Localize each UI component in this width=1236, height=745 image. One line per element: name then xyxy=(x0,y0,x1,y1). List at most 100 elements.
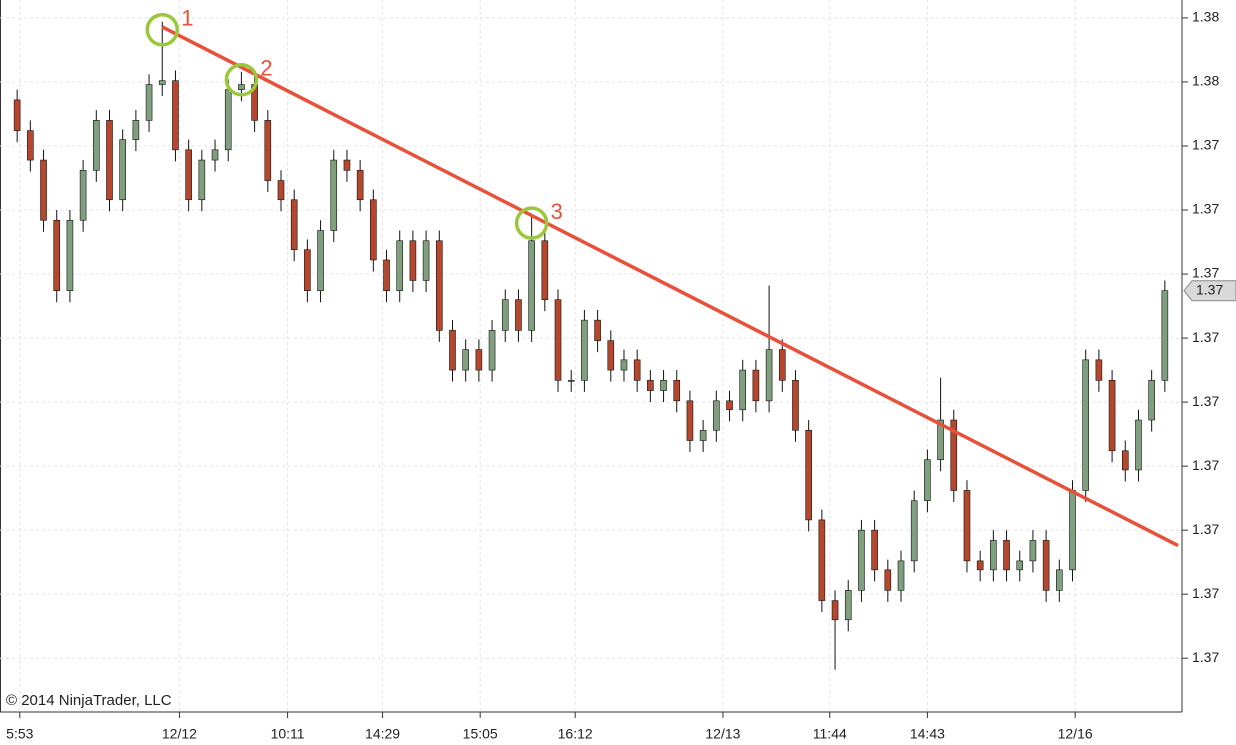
x-tick-label: 11:44 xyxy=(813,726,847,742)
candle-body xyxy=(567,380,575,382)
candle-body xyxy=(449,330,456,371)
candle-body xyxy=(106,120,113,201)
candle-body xyxy=(383,259,390,291)
candle-body xyxy=(224,89,232,151)
candle-body xyxy=(607,340,615,371)
candle-body xyxy=(515,299,522,331)
y-tick-label: 1.37 xyxy=(1192,393,1219,409)
candle-body xyxy=(1148,380,1155,421)
candle-body xyxy=(660,380,667,391)
candle-body xyxy=(172,80,179,151)
candle-body xyxy=(501,299,509,331)
candle-body xyxy=(422,240,430,281)
candle-body xyxy=(633,359,641,381)
x-tick-label: 12/16 xyxy=(1058,726,1093,742)
candle-body xyxy=(528,240,535,331)
x-tick-label: 15:05 xyxy=(463,726,498,742)
candle-body xyxy=(910,500,918,562)
candle-body xyxy=(79,170,87,221)
candle-body xyxy=(198,159,206,201)
candle-body xyxy=(792,380,799,431)
candle-body xyxy=(27,130,34,161)
candle-body xyxy=(1082,359,1089,491)
candle-body xyxy=(1016,560,1024,571)
candle-body xyxy=(132,120,140,140)
candle-body xyxy=(1042,540,1050,591)
candle-body xyxy=(858,529,865,591)
candle-body xyxy=(884,569,892,591)
candle-body xyxy=(594,319,601,341)
touch-label: 3 xyxy=(551,199,563,224)
y-tick-label: 1.37 xyxy=(1192,329,1219,345)
candle-body xyxy=(739,369,747,411)
candle-body xyxy=(66,219,74,291)
touch-label: 1 xyxy=(181,6,193,31)
candle-body xyxy=(1121,450,1129,471)
candle-body xyxy=(976,560,984,571)
candle-body xyxy=(475,349,483,371)
candle-body xyxy=(488,330,496,371)
x-tick-label: 14:43 xyxy=(910,726,945,742)
candle-body xyxy=(581,319,588,381)
candle-body xyxy=(1029,540,1037,562)
last-price-marker xyxy=(1183,280,1236,302)
candle-body xyxy=(93,120,100,171)
last-price-label: 1.37 xyxy=(1196,281,1223,297)
candle-body xyxy=(185,149,192,201)
candle-body xyxy=(435,240,443,331)
candle-body xyxy=(145,84,153,121)
candle-body xyxy=(778,349,786,381)
candle-body xyxy=(1069,490,1076,571)
touch-circle xyxy=(224,62,259,97)
candle-body xyxy=(1003,540,1010,571)
y-tick-label: 1.37 xyxy=(1192,201,1219,217)
candle-body xyxy=(370,199,377,261)
candle-body xyxy=(937,419,944,461)
candle-body xyxy=(304,249,311,291)
candle-body xyxy=(752,369,760,402)
candle-body xyxy=(277,180,285,201)
candle-body xyxy=(264,120,272,181)
candle-body xyxy=(330,159,338,231)
touch-circle xyxy=(514,206,549,240)
y-tick-label: 1.37 xyxy=(1192,265,1219,281)
candle-body xyxy=(924,459,931,502)
candle-body xyxy=(699,429,707,441)
candle-body xyxy=(409,240,417,281)
x-tick-label: 12/12 xyxy=(162,726,197,742)
candle-body xyxy=(673,380,681,402)
copyright: © 2014 NinjaTrader, LLC xyxy=(6,692,172,709)
candle-body xyxy=(343,159,351,171)
x-tick-label: 5:53 xyxy=(6,726,33,742)
candle-body xyxy=(897,560,905,591)
candle-body xyxy=(554,299,562,381)
touch-circle xyxy=(145,13,180,47)
candle-body xyxy=(356,170,364,201)
candle-body xyxy=(290,199,298,251)
x-tick-label: 14:29 xyxy=(365,726,400,742)
y-tick-label: 1.38 xyxy=(1192,73,1219,89)
candle-body xyxy=(726,400,733,411)
candle-body xyxy=(686,400,694,441)
candle-body xyxy=(40,159,47,221)
candle-body xyxy=(871,529,878,571)
y-tick-label: 1.37 xyxy=(1192,521,1219,537)
candle-body xyxy=(211,149,219,161)
x-tick-label: 12/13 xyxy=(705,726,740,742)
candle-body xyxy=(1095,359,1103,381)
candle-body xyxy=(963,490,971,562)
candle-body xyxy=(396,240,404,291)
candle-body xyxy=(53,219,61,291)
candle-body xyxy=(238,84,245,90)
x-tick-label: 16:12 xyxy=(558,726,593,742)
y-tick-label: 1.37 xyxy=(1192,137,1219,153)
candle-body xyxy=(620,359,628,371)
candle-body xyxy=(713,400,720,431)
candle-body xyxy=(950,419,958,491)
candle-body xyxy=(1108,380,1116,452)
y-tick-label: 1.38 xyxy=(1192,9,1219,25)
touch-label: 2 xyxy=(260,56,272,81)
candle-body xyxy=(541,240,549,300)
candle-body xyxy=(13,99,21,131)
